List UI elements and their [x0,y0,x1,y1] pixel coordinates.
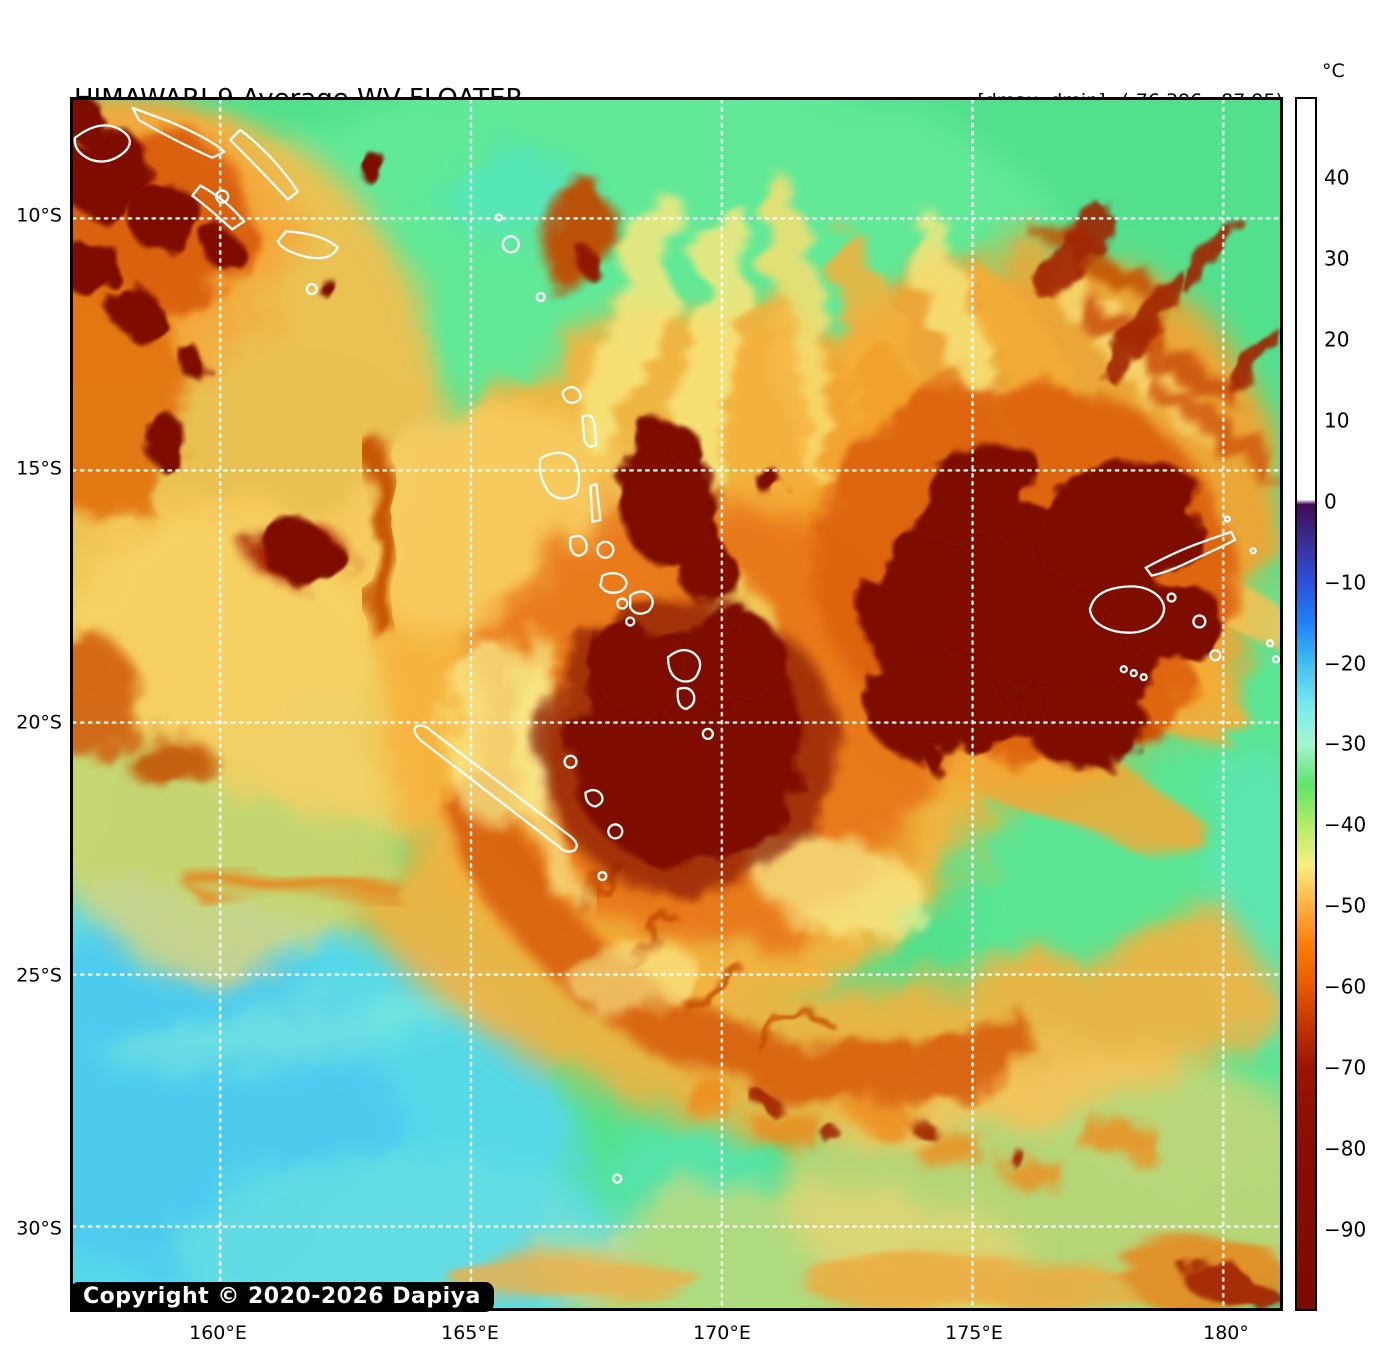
colorbar-tick-label: 40 [1324,165,1350,190]
colorbar-tick-label: −50 [1324,893,1367,918]
colorbar-tick-label: −80 [1324,1136,1367,1161]
colorbar-tick-label: −40 [1324,812,1367,837]
lon-tick-label: 180° [1203,1322,1249,1344]
colorbar-tick-label: 10 [1324,408,1350,433]
lat-tick-label: 25°S [16,964,62,987]
lon-tick-label: 175°E [945,1322,1003,1344]
lon-tick-label: 170°E [693,1322,751,1344]
satellite-imagery [73,100,1280,1308]
colorbar-tick-label: 30 [1324,246,1350,271]
colorbar-tick-label: −10 [1324,570,1367,595]
copyright-badge: Copyright © 2020-2026 Dapiya [70,1282,494,1312]
lon-tick-label: 160°E [189,1322,247,1344]
coastlines [73,106,1280,1184]
lon-tick-label: 165°E [441,1322,499,1344]
lat-tick-label: 30°S [16,1217,62,1240]
colorbar-unit-label: °C [1322,60,1345,82]
wv-imagery [73,100,1280,1308]
colorbar-tick-label: −60 [1324,974,1367,999]
colorbar-tick-label: −70 [1324,1055,1367,1080]
graticule [73,100,1280,1308]
colorbar-tick-label: 20 [1324,327,1350,352]
lat-tick-label: 20°S [16,711,62,734]
colorbar-tick-label: −20 [1324,651,1367,676]
lat-tick-label: 10°S [16,204,62,227]
satellite-map [70,97,1283,1311]
lat-tick-label: 15°S [16,457,62,480]
colorbar-tick-label: 0 [1324,489,1337,514]
colorbar-tick-label: −30 [1324,731,1367,756]
colorbar-tick-label: −90 [1324,1217,1367,1242]
temperature-colorbar [1295,97,1317,1311]
